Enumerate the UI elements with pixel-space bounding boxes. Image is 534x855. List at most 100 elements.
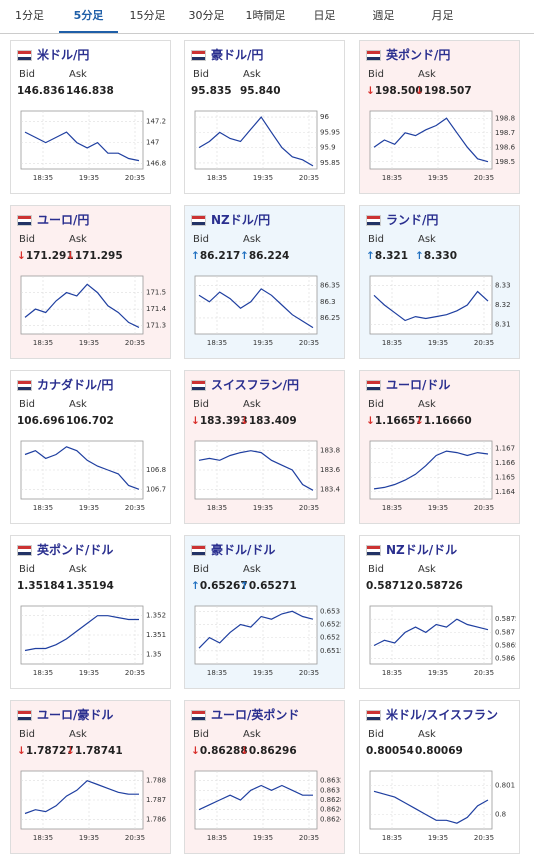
rate-card[interactable]: ユーロ/ドル Bid Ask ↓1.16657 ↓1.16660 1.164 1.165 1.… <box>359 370 520 524</box>
y-tick-label: 171.4 <box>146 305 167 313</box>
bid-number: 198.500 <box>374 85 423 97</box>
tab[interactable]: 日足 <box>313 9 336 22</box>
y-tick-label: 0.801 <box>495 782 515 790</box>
price-line <box>198 288 314 329</box>
price-line <box>24 615 139 652</box>
bid-number: 1.16657 <box>374 415 423 427</box>
plot-frame <box>194 275 318 335</box>
ask-label: Ask <box>418 69 436 80</box>
bid-value: ↑0.65267 <box>191 580 248 592</box>
y-tick-label: 1.788 <box>146 777 166 785</box>
x-tick-label: 18:35 <box>382 504 402 512</box>
price-line <box>198 116 314 167</box>
ask-label: Ask <box>69 399 87 410</box>
mini-chart: 198.5 198.6 198.7 198.8 18:35 19:35 20:35 <box>369 110 516 182</box>
pair-title: 英ポンド/円 <box>386 48 451 62</box>
y-tick-label: 96 <box>320 113 329 121</box>
bid-label: Bid <box>19 234 35 245</box>
x-tick-label: 19:35 <box>253 339 273 347</box>
flag-icon <box>17 380 32 391</box>
rate-card[interactable]: 米ドル/スイスフラン Bid Ask 0.80054 0.80069 0.8 0.801 18… <box>359 700 520 854</box>
rate-card[interactable]: ユーロ/豪ドル Bid Ask ↓1.78727 ↓1.78741 1.786 1.787 1… <box>10 700 171 854</box>
ask-value: ↓198.507 <box>415 85 472 97</box>
rate-card[interactable]: NZドル/円 Bid Ask ↑86.217 ↑86.224 86.25 86.3 86.35… <box>184 205 345 359</box>
ask-value: ↓1.16660 <box>415 415 472 427</box>
x-tick-label: 19:35 <box>79 669 99 677</box>
bid-value: ↓171.291 <box>17 250 74 262</box>
y-tick-label: 0.5875 <box>495 615 516 623</box>
change-arrow: ↓ <box>415 85 424 97</box>
ask-label: Ask <box>69 234 87 245</box>
ask-value: 0.58726 <box>415 580 463 592</box>
bid-label: Bid <box>19 729 35 740</box>
ask-label: Ask <box>69 564 87 575</box>
x-tick-label: 18:35 <box>382 669 402 677</box>
mini-chart: 1.786 1.787 1.788 18:35 19:35 20:35 <box>20 770 167 842</box>
bid-number: 0.65267 <box>199 580 248 592</box>
x-tick-label: 20:35 <box>299 339 319 347</box>
ask-number: 106.702 <box>66 415 114 427</box>
tab[interactable]: 1分足 <box>15 9 44 22</box>
x-tick-label: 18:35 <box>382 834 402 842</box>
tab[interactable]: 5分足 <box>59 0 118 33</box>
ask-value: 0.80069 <box>415 745 463 757</box>
rate-card[interactable]: 豪ドル/円 Bid Ask 95.835 95.840 95.85 95.9 95.95 96 1… <box>184 40 345 194</box>
x-tick-label: 20:35 <box>125 174 145 182</box>
y-tick-label: 106.7 <box>146 485 166 493</box>
ask-value: ↓183.409 <box>240 415 297 427</box>
bid-value: ↓0.86288 <box>191 745 248 757</box>
bid-number: 106.696 <box>17 415 65 427</box>
bid-number: 0.86288 <box>199 745 248 757</box>
ask-label: Ask <box>69 729 87 740</box>
price-line <box>373 117 489 163</box>
x-tick-label: 18:35 <box>33 174 53 182</box>
rate-card[interactable]: ユーロ/円 Bid Ask ↓171.291 ↓171.295 171.3 171.4 171… <box>10 205 171 359</box>
bid-value: ↓198.500 <box>366 85 423 97</box>
tab[interactable]: 15分足 <box>129 9 166 22</box>
mini-chart: 171.3 171.4 171.5 18:35 19:35 20:35 <box>20 275 167 347</box>
ask-number: 0.65271 <box>248 580 297 592</box>
ask-number: 0.86296 <box>248 745 297 757</box>
change-arrow: ↑ <box>191 580 200 592</box>
price-line <box>198 450 314 491</box>
change-arrow: ↑ <box>191 250 200 262</box>
tab[interactable]: 1時間足 <box>245 9 286 22</box>
y-tick-label: 0.653 <box>320 607 340 615</box>
rate-card[interactable]: 英ポンド/ドル Bid Ask 1.35184 1.35194 1.35 1.351 1.35… <box>10 535 171 689</box>
bid-value: 146.836 <box>17 85 65 97</box>
tab[interactable]: 月足 <box>431 9 454 22</box>
rate-card[interactable]: ランド/円 Bid Ask ↑8.321 ↑8.330 8.31 8.32 8.33 18:35… <box>359 205 520 359</box>
rate-card[interactable]: 米ドル/円 Bid Ask 146.836 146.838 146.8 147 147.2 18… <box>10 40 171 194</box>
ask-number: 1.16660 <box>423 415 472 427</box>
ask-value: 95.840 <box>240 85 281 97</box>
bid-number: 1.78727 <box>25 745 74 757</box>
tab[interactable]: 週足 <box>372 9 395 22</box>
tab[interactable]: 30分足 <box>188 9 225 22</box>
mini-chart: 1.35 1.351 1.352 18:35 19:35 20:35 <box>20 605 166 677</box>
change-arrow: ↓ <box>240 745 249 757</box>
pair-title: NZドル/ドル <box>386 543 458 557</box>
bid-value: 0.80054 <box>366 745 414 757</box>
pair-title: 英ポンド/ドル <box>37 543 114 557</box>
x-tick-label: 18:35 <box>33 834 53 842</box>
bid-label: Bid <box>19 399 35 410</box>
rate-card[interactable]: 豪ドル/ドルBidAsk↑0.65267↑0.652710.65150.6520… <box>184 535 345 689</box>
rate-card[interactable]: 英ポンド/円 Bid Ask ↓198.500 ↓198.507 198.5 198.6 19… <box>359 40 520 194</box>
change-arrow: ↓ <box>191 415 200 427</box>
ask-number: 183.409 <box>248 415 297 427</box>
y-tick-label: 147 <box>146 139 159 147</box>
ask-number: 171.295 <box>74 250 123 262</box>
x-tick-label: 19:35 <box>79 504 99 512</box>
bid-number: 0.58712 <box>366 580 414 592</box>
rate-card[interactable]: NZドル/ドルBidAsk0.587120.587260.5860.58650.… <box>359 535 520 689</box>
rate-card[interactable]: スイスフラン/円 Bid Ask ↓183.393 ↓183.409 183.4 183.6… <box>184 370 345 524</box>
pair-title: ユーロ/ドル <box>386 378 451 392</box>
x-tick-label: 18:35 <box>207 669 227 677</box>
rate-card[interactable]: ユーロ/英ポンドBidAsk↓0.86288↓0.862960.86240.86… <box>184 700 345 854</box>
mini-chart: 0.8 0.801 18:35 19:35 20:35 <box>369 770 515 842</box>
rate-card[interactable]: カナダドル/円 Bid Ask 106.696 106.702 106.7 106.8 18:… <box>10 370 171 524</box>
y-tick-label: 146.8 <box>146 160 166 168</box>
x-tick-label: 20:35 <box>125 834 145 842</box>
pair-title: NZドル/円 <box>211 213 271 227</box>
